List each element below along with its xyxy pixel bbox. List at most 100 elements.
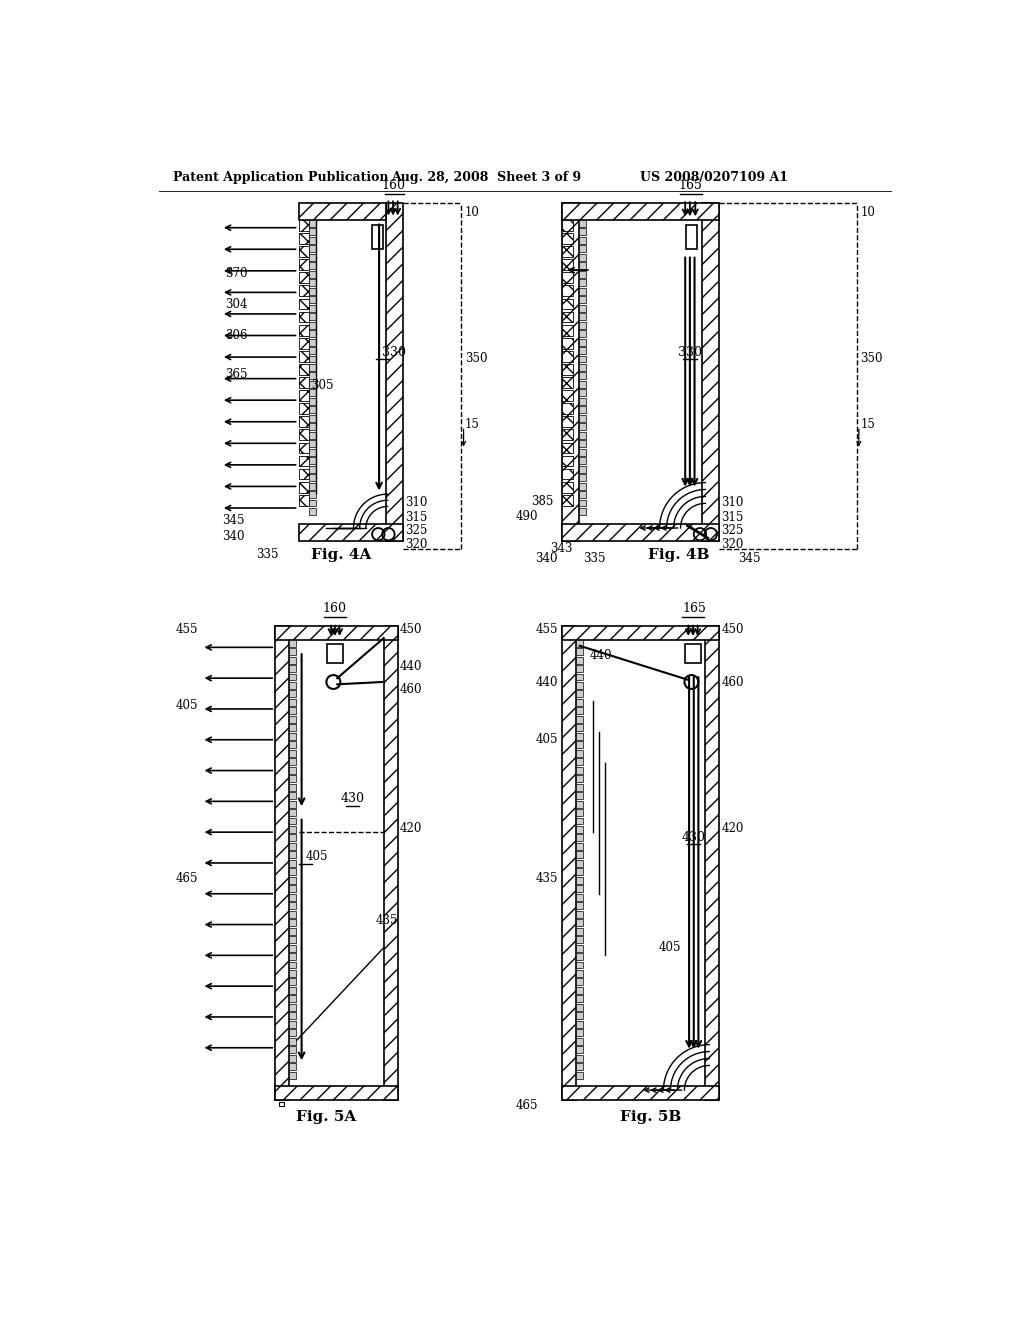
Bar bbox=[685, 644, 700, 663]
Bar bbox=[579, 228, 586, 235]
Bar bbox=[579, 305, 586, 312]
Text: 10: 10 bbox=[465, 206, 480, 219]
Bar bbox=[562, 203, 579, 541]
Bar bbox=[562, 272, 572, 284]
Bar bbox=[289, 775, 296, 781]
Bar bbox=[562, 285, 572, 296]
Bar bbox=[575, 700, 583, 706]
Bar bbox=[579, 288, 586, 294]
Text: 340: 340 bbox=[536, 552, 558, 565]
Bar bbox=[575, 673, 583, 681]
Bar bbox=[575, 784, 583, 791]
Bar bbox=[579, 508, 586, 515]
Bar bbox=[289, 1012, 296, 1019]
Bar bbox=[299, 482, 309, 492]
Bar bbox=[579, 381, 586, 388]
Bar bbox=[579, 389, 586, 396]
Bar bbox=[579, 296, 586, 304]
Bar bbox=[309, 330, 316, 337]
Bar bbox=[372, 224, 383, 249]
Bar bbox=[579, 313, 586, 321]
Bar bbox=[579, 263, 586, 269]
Bar bbox=[289, 886, 296, 892]
Bar bbox=[289, 953, 296, 960]
Bar bbox=[562, 404, 572, 414]
Bar bbox=[579, 330, 586, 337]
Bar bbox=[299, 234, 309, 244]
Bar bbox=[309, 322, 316, 329]
Bar bbox=[299, 338, 309, 348]
Bar bbox=[289, 843, 296, 850]
Bar bbox=[289, 1055, 296, 1061]
Bar bbox=[575, 1038, 583, 1044]
Text: 345: 345 bbox=[738, 552, 761, 565]
Bar bbox=[289, 995, 296, 1002]
Bar bbox=[309, 238, 316, 244]
Text: 435: 435 bbox=[536, 871, 558, 884]
Text: 330: 330 bbox=[678, 346, 701, 359]
Text: 165: 165 bbox=[679, 180, 702, 193]
Bar bbox=[289, 817, 296, 825]
Bar bbox=[562, 338, 572, 348]
Bar bbox=[289, 911, 296, 917]
Bar bbox=[309, 288, 316, 294]
Bar bbox=[575, 640, 583, 647]
Text: 430: 430 bbox=[682, 830, 706, 843]
Bar bbox=[575, 792, 583, 799]
Bar bbox=[299, 220, 309, 231]
Bar bbox=[562, 416, 572, 428]
Bar bbox=[575, 690, 583, 697]
Bar bbox=[686, 224, 697, 249]
Bar bbox=[309, 424, 316, 430]
Text: 455: 455 bbox=[536, 623, 558, 636]
Bar bbox=[309, 432, 316, 438]
Bar bbox=[289, 742, 296, 748]
Bar bbox=[289, 945, 296, 952]
Bar bbox=[299, 364, 309, 375]
Bar bbox=[289, 869, 296, 875]
Bar bbox=[579, 466, 586, 473]
Bar bbox=[575, 665, 583, 672]
Bar bbox=[289, 859, 296, 867]
Bar bbox=[289, 987, 296, 994]
Bar bbox=[575, 961, 583, 969]
Bar bbox=[309, 313, 316, 321]
Bar bbox=[579, 397, 586, 405]
Bar bbox=[309, 508, 316, 515]
Bar bbox=[299, 524, 403, 541]
Bar bbox=[289, 700, 296, 706]
Bar bbox=[289, 725, 296, 731]
Text: 450: 450 bbox=[722, 623, 744, 636]
Bar bbox=[579, 280, 586, 286]
Bar bbox=[562, 455, 572, 466]
Bar bbox=[575, 775, 583, 781]
Bar bbox=[309, 253, 316, 261]
Bar bbox=[575, 1047, 583, 1053]
Bar bbox=[579, 457, 586, 465]
Bar bbox=[309, 355, 316, 363]
Bar bbox=[299, 285, 309, 296]
Bar bbox=[575, 715, 583, 723]
Bar bbox=[309, 457, 316, 465]
Text: 405: 405 bbox=[175, 698, 198, 711]
Bar bbox=[386, 203, 403, 541]
Text: 335: 335 bbox=[256, 548, 279, 561]
Bar bbox=[579, 246, 586, 252]
Text: 320: 320 bbox=[721, 537, 743, 550]
Bar bbox=[309, 499, 316, 507]
Bar bbox=[309, 339, 316, 346]
Bar bbox=[384, 626, 397, 1100]
Text: 385: 385 bbox=[531, 495, 553, 508]
Bar bbox=[562, 626, 719, 640]
Bar bbox=[579, 441, 586, 447]
Text: 305: 305 bbox=[311, 379, 334, 392]
Bar bbox=[299, 246, 309, 257]
Bar bbox=[562, 246, 572, 257]
Text: 325: 325 bbox=[721, 524, 743, 537]
Text: 315: 315 bbox=[721, 511, 743, 524]
Bar bbox=[289, 733, 296, 739]
Bar bbox=[289, 1063, 296, 1071]
Text: 340: 340 bbox=[222, 529, 245, 543]
Bar bbox=[575, 1063, 583, 1071]
Bar bbox=[562, 234, 572, 244]
